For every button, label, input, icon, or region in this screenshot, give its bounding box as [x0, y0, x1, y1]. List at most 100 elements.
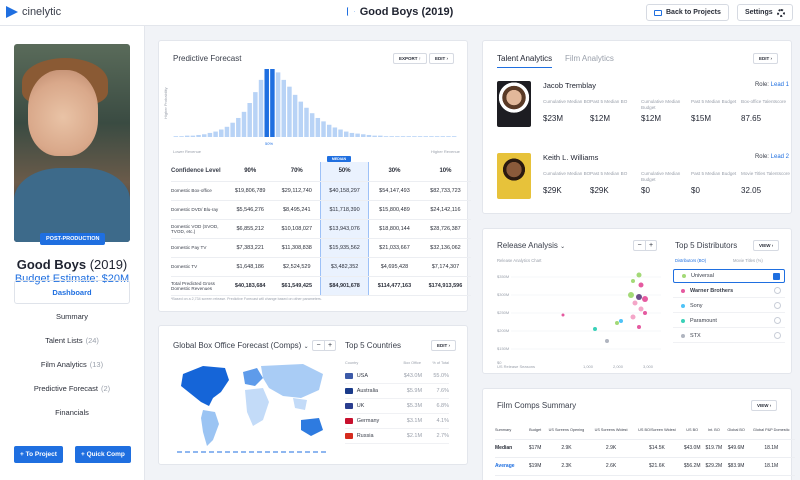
talent-photo	[497, 153, 531, 199]
histogram-bar	[219, 129, 224, 137]
zoom-stepper[interactable]: − +	[633, 240, 657, 251]
sidebar-item-dashboard[interactable]: Dashboard	[14, 280, 130, 304]
view-comps-button[interactable]: VIEW ›	[751, 400, 778, 411]
distributor-item[interactable]: STX	[673, 329, 785, 343]
distributor-item[interactable]: Warner Brothers	[673, 284, 785, 298]
checkbox[interactable]	[774, 332, 781, 339]
edit-countries-button[interactable]: EDIT ›	[431, 340, 457, 351]
top-bar: cinelytic Good Boys (2019) Back to Proje…	[0, 0, 800, 26]
table-row: Domestic TV $1,648,186 $2,524,529 $3,482,35…	[171, 257, 471, 277]
sidebar-nav: Dashboard Summary Talent Lists (24) Film …	[14, 280, 130, 424]
world-map	[177, 364, 329, 453]
flag-icon	[345, 433, 353, 439]
histogram-bar	[253, 92, 258, 137]
histogram-bar	[338, 129, 343, 137]
legend-dot	[681, 303, 685, 308]
sidebar-item-summary[interactable]: Summary	[55, 311, 89, 321]
x-axis-right-label: Higher Revenue	[431, 149, 460, 154]
edit-forecast-button[interactable]: EDIT ›	[429, 53, 455, 64]
histogram-bar	[326, 124, 332, 137]
view-release-button[interactable]: VIEW ›	[753, 240, 780, 251]
film-comps-card: Film Comps Summary VIEW › Summary Budget U…	[482, 388, 795, 480]
histogram-bar	[173, 136, 179, 137]
countries-title: Top 5 Countries	[345, 341, 402, 350]
checkbox[interactable]	[773, 272, 780, 280]
histogram-bar	[190, 135, 196, 137]
tab-talent-analytics[interactable]: Talent Analytics	[497, 54, 553, 68]
logo[interactable]: cinelytic	[6, 6, 61, 18]
export-button[interactable]: EXPORT ↑	[393, 53, 428, 64]
histogram-bar	[179, 136, 184, 137]
table-row: Domestic Pay TV $7,383,221 $11,308,838 $15,…	[171, 238, 471, 258]
distributor-item[interactable]: Universal	[673, 269, 785, 283]
histogram-bar	[389, 136, 394, 137]
histogram-bar	[406, 136, 411, 137]
distributor-item[interactable]: Paramount	[673, 314, 785, 328]
talent-row-1[interactable]: Jacob Tremblay Role: Lead 1 Cumulative M…	[483, 81, 800, 143]
checkbox[interactable]	[774, 317, 781, 324]
comps-table: Summary Budget US Screens Opening US Screen…	[495, 421, 795, 476]
table-row: Domestic DVD/ Blu-ray $5,546,276 $8,495,24…	[171, 200, 471, 220]
gear-icon	[776, 8, 785, 17]
histogram-bar	[400, 136, 406, 137]
flag-icon	[345, 388, 353, 394]
plus-button[interactable]: +	[324, 341, 335, 350]
histogram-bar	[304, 107, 309, 137]
histogram-bar	[451, 136, 457, 137]
histogram-bar	[207, 132, 213, 137]
release-chart-label: Release Analytics Chart	[497, 258, 542, 263]
tab-movie-titles[interactable]: Movie Titles (%)	[733, 258, 763, 263]
tab-film-analytics[interactable]: Film Analytics	[565, 54, 614, 63]
edit-talent-button[interactable]: EDIT ›	[753, 53, 779, 64]
histogram-bar	[372, 135, 377, 137]
settings-button[interactable]: Settings	[737, 4, 793, 21]
histogram-bar	[275, 72, 281, 137]
table-row: Average $19M 2.3K 2.6K $21.6K $56.2M $29.2M $83…	[495, 457, 795, 476]
checkbox[interactable]	[774, 302, 781, 309]
to-project-button[interactable]: + To Project	[14, 446, 63, 463]
quick-comp-button[interactable]: + Quick Comp	[75, 446, 131, 463]
histogram-bar	[287, 86, 292, 137]
legend-dot	[681, 318, 685, 323]
histogram-bar	[446, 136, 451, 137]
budget-estimate: Budget Estimate: $20M	[14, 273, 130, 285]
sidebar-item-financials[interactable]: Financials	[55, 407, 89, 417]
y-axis-label: Higher Probability	[163, 87, 168, 119]
x-axis-mid-label: 50%	[265, 141, 274, 146]
histogram-bar	[247, 103, 252, 137]
sidebar-item-talent-lists[interactable]: Talent Lists (24)	[45, 335, 99, 345]
checkbox[interactable]	[774, 287, 781, 294]
histogram-bar	[213, 131, 218, 137]
distributor-item[interactable]: Sony	[673, 299, 785, 313]
scatter-points	[561, 272, 648, 343]
sidebar-item-predictive-forecast[interactable]: Predictive Forecast (2)	[33, 383, 111, 393]
histogram-bar	[184, 135, 190, 137]
legend-dot	[681, 333, 685, 338]
sidebar: POST-PRODUCTION Good Boys (2019) Budget …	[0, 26, 145, 480]
play-icon	[346, 7, 355, 16]
chevron-down-icon: ⌄	[303, 344, 309, 350]
histogram-bar	[298, 101, 304, 137]
histogram-bar	[196, 134, 201, 137]
talent-analytics-card: Talent Analytics Film Analytics EDIT › J…	[482, 40, 792, 214]
zoom-stepper[interactable]: − +	[312, 340, 336, 351]
minus-button[interactable]: −	[316, 342, 321, 349]
table-total-row: Total Predicted Gross Domestic Revenues $…	[171, 276, 471, 296]
sidebar-item-film-analytics[interactable]: Film Analytics (13)	[40, 359, 104, 369]
plus-button[interactable]: +	[645, 241, 656, 250]
table-row: Domestic Box-office $19,806,789 $29,112,74…	[171, 181, 471, 201]
histogram-bar	[202, 134, 207, 137]
histogram-bar	[355, 133, 360, 137]
minus-button[interactable]: −	[637, 242, 642, 249]
global-box-office-card: Global Box Office Forecast (Comps) ⌄ − + …	[158, 325, 468, 465]
back-to-projects-button[interactable]: Back to Projects	[646, 4, 729, 21]
folder-icon	[654, 9, 662, 16]
histogram-bar	[361, 134, 366, 137]
histogram-bar	[309, 113, 315, 137]
talent-row-2[interactable]: Keith L. Williams Role: Lead 2 Cumulativ…	[483, 153, 800, 215]
histogram-bar	[332, 127, 338, 137]
histogram-bar	[344, 131, 349, 137]
tab-distributors-bo[interactable]: Distributors (BO)	[675, 258, 707, 263]
histogram-bar	[378, 135, 383, 137]
histogram-bar	[429, 136, 434, 137]
